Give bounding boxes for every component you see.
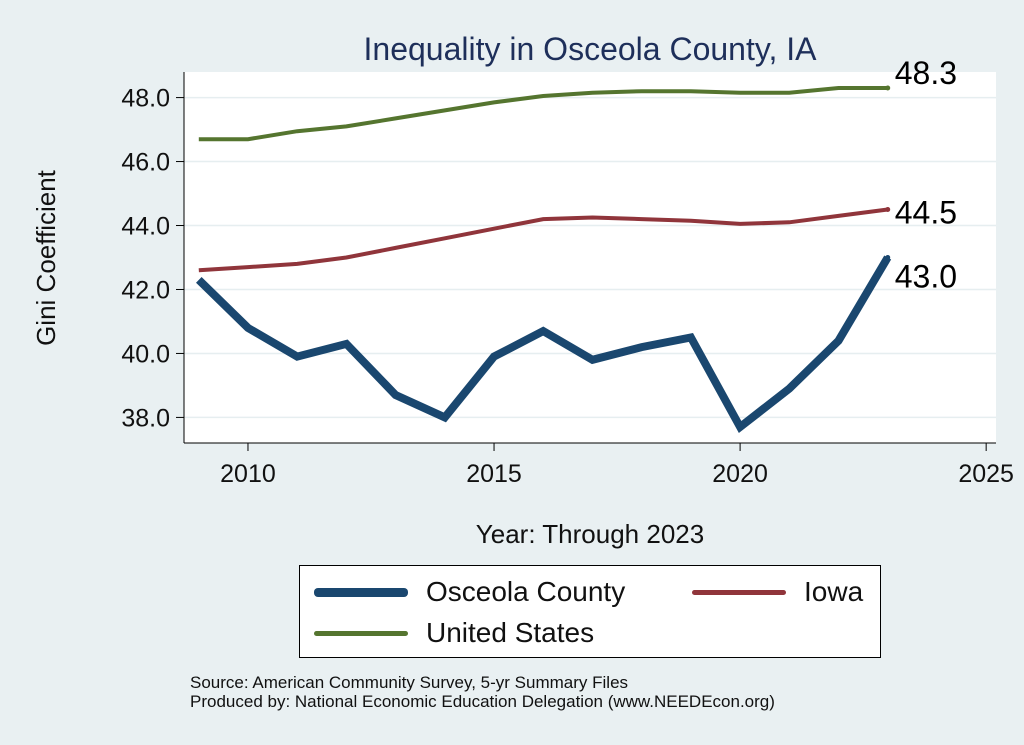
series-line-united-states (198, 86, 888, 142)
end-labels: 43.0 44.5 48.3 (895, 55, 957, 295)
legend-swatch-united-states (314, 630, 408, 636)
source-note: Source: American Community Survey, 5-yr … (190, 673, 775, 711)
end-point-osceola-county (885, 255, 891, 260)
x-tick-label: 2020 (712, 460, 768, 488)
x-tick-label: 2025 (958, 460, 1014, 488)
legend-swatch-osceola-county (314, 587, 408, 597)
axes: 38.0 40.0 42.0 44.0 46.0 48.0 2010 2015 2020 2025 (121, 72, 1014, 488)
x-axis-title: Year: Through 2023 (476, 519, 704, 549)
end-label-united-states: 48.3 (895, 55, 957, 91)
producer-line: Produced by: National Economic Education… (190, 692, 775, 711)
y-tick-label: 44.0 (121, 213, 170, 241)
y-tick-label: 42.0 (121, 276, 170, 304)
legend-label: Iowa (804, 576, 864, 607)
x-tick-label: 2010 (220, 460, 276, 488)
series-lines (196, 85, 892, 434)
legend-label: United States (426, 617, 595, 648)
series-line-iowa (198, 207, 888, 273)
series-line-osceola-county (196, 255, 892, 434)
y-tick-label: 38.0 (121, 404, 170, 432)
chart: 38.0 40.0 42.0 44.0 46.0 48.0 2010 2015 2020 2025… (31, 31, 1014, 549)
y-axis-title: Gini Coefficient (31, 169, 61, 346)
end-label-osceola-county: 43.0 (895, 259, 957, 295)
plot-area (184, 72, 996, 443)
end-label-iowa: 44.5 (895, 195, 957, 231)
end-point-united-states (885, 85, 891, 91)
legend-label: Osceola County (426, 576, 626, 607)
y-tick-label: 40.0 (121, 340, 170, 368)
y-tick-label: 46.0 (121, 149, 170, 177)
chart-title: Inequality in Osceola County, IA (364, 31, 818, 67)
source-line: Source: American Community Survey, 5-yr … (190, 673, 629, 692)
x-tick-label: 2015 (466, 460, 522, 488)
y-tick-label: 48.0 (121, 85, 170, 113)
legend-item-osceola-county: Osceola County (314, 576, 625, 608)
legend: Osceola County Iowa United States (299, 565, 881, 658)
end-point-iowa (885, 207, 891, 213)
legend-swatch-iowa (692, 589, 786, 595)
legend-item-iowa: Iowa (692, 576, 863, 608)
legend-item-united-states: United States (314, 617, 594, 649)
